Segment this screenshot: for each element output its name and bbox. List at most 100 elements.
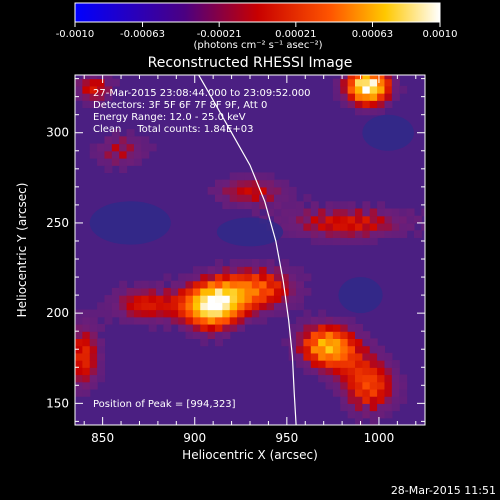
image-pixel — [288, 194, 297, 202]
image-pixel — [369, 374, 378, 383]
image-pixel — [296, 352, 305, 361]
image-pixel — [362, 388, 371, 397]
image-pixel — [391, 230, 400, 238]
image-pixel — [340, 345, 349, 354]
image-pixel — [126, 136, 135, 145]
image-pixel — [89, 100, 98, 109]
image-pixel — [89, 374, 98, 383]
image-pixel — [355, 345, 363, 354]
image-pixel — [369, 352, 378, 361]
image-pixel — [207, 273, 216, 282]
image-pixel — [126, 129, 135, 137]
image-pixel — [347, 237, 356, 246]
image-pixel — [399, 85, 408, 94]
image-pixel — [288, 331, 297, 340]
image-pixel — [82, 345, 91, 354]
image-pixel — [126, 150, 135, 159]
image-pixel — [399, 208, 408, 217]
image-pixel — [340, 201, 349, 210]
info-line-time: 27-Mar-2015 23:08:44.000 to 23:09:52.000 — [93, 88, 311, 99]
chart-title: Reconstructed RHESSI Image — [148, 55, 353, 71]
image-pixel — [82, 323, 91, 332]
image-pixel — [133, 136, 142, 145]
image-pixel — [215, 186, 223, 195]
image-pixel — [141, 316, 150, 325]
image-pixel — [266, 259, 275, 267]
image-pixel — [406, 215, 415, 224]
image-pixel — [97, 143, 106, 152]
image-pixel — [318, 215, 327, 224]
image-pixel — [97, 345, 106, 354]
image-pixel — [215, 309, 223, 318]
image-pixel — [111, 78, 120, 87]
image-pixel — [244, 259, 253, 267]
image-pixel — [318, 230, 327, 238]
image-pixel — [384, 396, 393, 404]
image-pixel — [355, 410, 363, 419]
image-pixel — [251, 266, 260, 275]
image-pixel — [318, 367, 327, 376]
image-pixel — [104, 316, 113, 325]
image-pixel — [369, 93, 378, 101]
image-pixel — [111, 143, 120, 152]
image-pixel — [200, 295, 209, 303]
image-pixel — [89, 331, 98, 340]
image-pixel — [355, 215, 363, 224]
image-pixel — [251, 316, 260, 325]
image-pixel — [97, 367, 106, 376]
image-pixel — [355, 396, 363, 404]
image-pixel — [318, 222, 327, 231]
image-pixel — [273, 309, 282, 318]
image-pixel — [89, 381, 98, 390]
image-pixel — [281, 222, 290, 231]
image-pixel — [340, 352, 349, 361]
image-pixel — [163, 309, 172, 318]
image-pixel — [82, 374, 91, 383]
image-pixel — [89, 309, 98, 318]
image-pixel — [377, 352, 386, 361]
image-pixel — [222, 309, 231, 318]
image-pixel — [303, 331, 312, 340]
image-pixel — [97, 338, 106, 347]
image-pixel — [266, 302, 275, 311]
image-pixel — [185, 331, 194, 340]
image-pixel — [222, 287, 231, 296]
image-pixel — [347, 360, 356, 368]
image-pixel — [82, 85, 91, 94]
image-pixel — [318, 237, 327, 246]
image-pixel — [237, 280, 246, 289]
image-pixel — [399, 381, 408, 390]
image-pixel — [281, 208, 290, 217]
image-pixel — [340, 237, 349, 246]
image-pixel — [399, 396, 408, 404]
image-pixel — [310, 345, 319, 354]
image-pixel — [251, 186, 260, 195]
image-pixel — [259, 280, 268, 289]
image-pixel — [384, 352, 393, 361]
image-pixel — [104, 93, 113, 101]
image-pixel — [332, 388, 341, 397]
image-pixel — [362, 208, 371, 217]
image-pixel — [325, 345, 334, 354]
image-pixel — [303, 352, 312, 361]
image-pixel — [237, 201, 246, 210]
image-pixel — [75, 323, 83, 332]
image-pixel — [222, 280, 231, 289]
image-pixel — [148, 309, 157, 318]
image-pixel — [82, 100, 91, 109]
image-pixel — [237, 179, 246, 188]
image-pixel — [126, 309, 135, 318]
image-pixel — [288, 287, 297, 296]
image-pixel — [104, 165, 113, 174]
image-pixel — [369, 388, 378, 397]
image-pixel — [288, 201, 297, 210]
image-pixel — [377, 230, 386, 238]
image-pixel — [332, 374, 341, 383]
image-pixel — [384, 388, 393, 397]
image-pixel — [141, 302, 150, 311]
info-line-detectors: Detectors: 3F 5F 6F 7F 8F 9F, Att 0 — [93, 100, 267, 111]
image-pixel — [200, 287, 209, 296]
image-pixel — [266, 273, 275, 282]
image-pixel — [111, 129, 120, 137]
